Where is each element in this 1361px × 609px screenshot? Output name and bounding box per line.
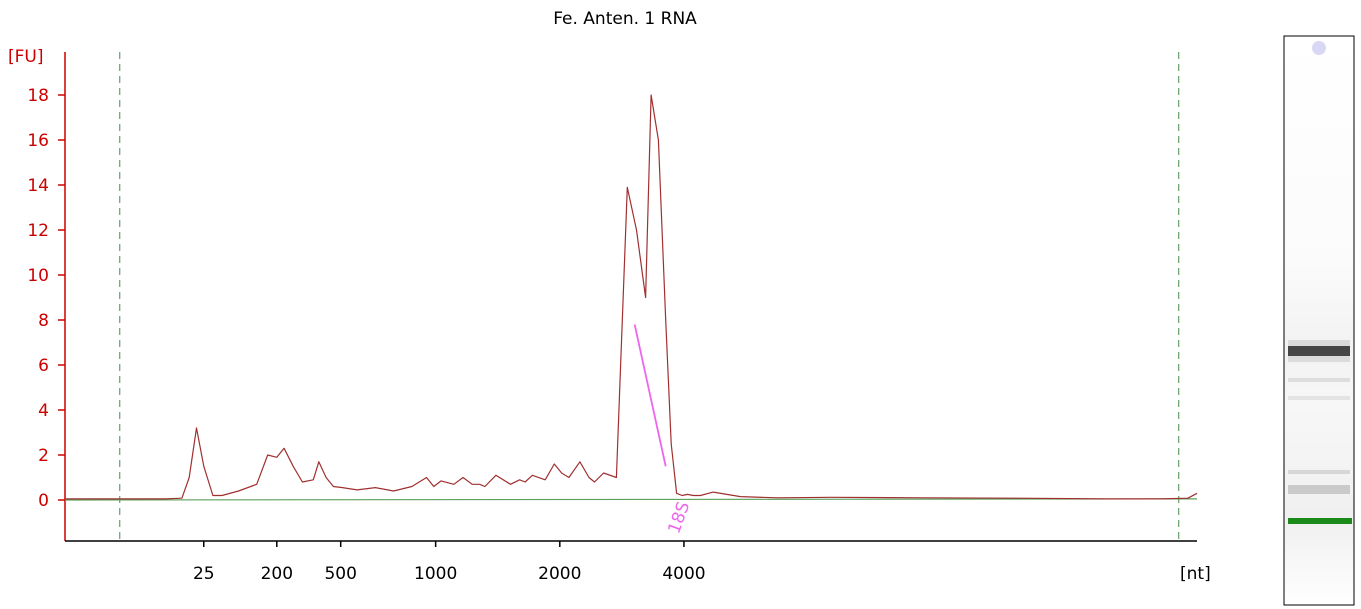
x-tick-label: 25 bbox=[193, 564, 215, 584]
y-tick-label: 2 bbox=[38, 446, 49, 466]
gel-band-marker bbox=[1288, 518, 1352, 524]
gel-band-28s bbox=[1288, 346, 1350, 356]
y-tick-label: 12 bbox=[27, 221, 49, 241]
series bbox=[64, 94, 1198, 501]
gel-lane bbox=[1283, 35, 1355, 606]
peak-18s-indicator bbox=[633, 324, 667, 467]
y-tick-label: 16 bbox=[27, 131, 49, 151]
gel-band-faint-1 bbox=[1288, 378, 1350, 382]
gel-band-small bbox=[1288, 485, 1350, 494]
y-axis-label: [FU] bbox=[8, 47, 44, 67]
gel-band-faint-2 bbox=[1288, 396, 1350, 400]
baseline-line bbox=[64, 498, 1198, 501]
axes bbox=[64, 52, 1197, 542]
peak-label-18s: 18S bbox=[664, 499, 694, 536]
gel-well-spot bbox=[1312, 41, 1326, 55]
y-ticks: 0 2 4 6 8 10 12 14 16 18 bbox=[27, 86, 65, 511]
x-ticks: 25 200 500 1000 2000 4000 bbox=[193, 541, 706, 584]
y-tick-label: 8 bbox=[38, 311, 49, 331]
marker-lines bbox=[119, 52, 1180, 541]
x-tick-label: 2000 bbox=[538, 564, 581, 584]
gel-band-28s-halo bbox=[1288, 340, 1350, 362]
x-axis-label: [nt] bbox=[1180, 564, 1211, 584]
y-tick-label: 14 bbox=[27, 176, 49, 196]
x-tick-label: 1000 bbox=[414, 564, 457, 584]
y-tick-label: 6 bbox=[38, 356, 49, 376]
gel-band-faint-3 bbox=[1288, 470, 1350, 474]
x-tick-label: 200 bbox=[261, 564, 293, 584]
chart-title: Fe. Anten. 1 RNA bbox=[553, 9, 697, 29]
y-tick-label: 4 bbox=[38, 401, 49, 421]
x-tick-label: 500 bbox=[324, 564, 356, 584]
y-tick-label: 10 bbox=[27, 266, 49, 286]
y-tick-label: 0 bbox=[38, 491, 49, 511]
y-tick-label: 18 bbox=[27, 86, 49, 106]
x-tick-label: 4000 bbox=[662, 564, 705, 584]
fluorescence-trace bbox=[65, 94, 1198, 500]
gel-lane-frame bbox=[1283, 35, 1355, 606]
